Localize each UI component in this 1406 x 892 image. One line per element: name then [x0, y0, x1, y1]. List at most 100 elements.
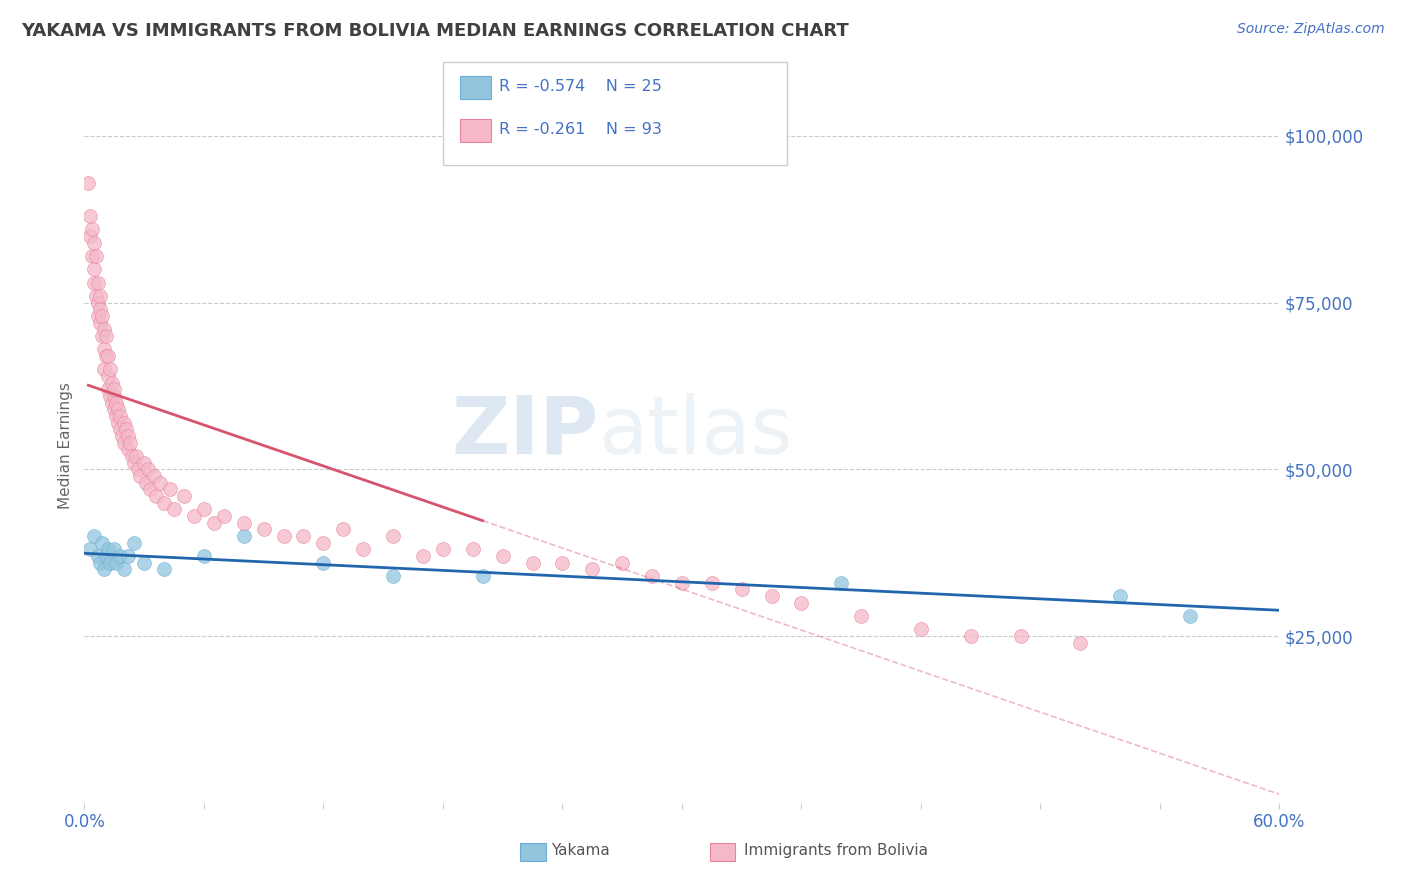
Point [910, 623, 932, 637]
Point [851, 609, 873, 624]
Point [117, 442, 139, 457]
Point [551, 556, 574, 570]
Point [101, 395, 124, 409]
Point [830, 575, 852, 590]
Point [82, 249, 104, 263]
Point [581, 562, 603, 576]
Point [173, 489, 195, 503]
Point [105, 556, 128, 570]
Point [77, 176, 100, 190]
Point [107, 402, 129, 417]
Point [79, 228, 101, 243]
Text: Yakama: Yakama [551, 844, 610, 858]
Point [163, 502, 186, 516]
Point [91, 309, 114, 323]
Point [332, 522, 354, 536]
Point [129, 469, 152, 483]
Point [183, 509, 205, 524]
Point [292, 529, 315, 543]
Point [117, 549, 139, 563]
Point [1010, 629, 1032, 643]
Point [105, 409, 128, 423]
Point [1178, 609, 1201, 624]
Point [87, 276, 110, 290]
Point [139, 483, 162, 497]
Point [91, 329, 114, 343]
Point [96, 349, 118, 363]
Point [193, 502, 215, 516]
Point [93, 362, 115, 376]
Point [202, 516, 225, 530]
Point [103, 402, 125, 417]
Point [136, 462, 159, 476]
Point [193, 549, 215, 563]
Point [312, 535, 335, 549]
Point [79, 209, 101, 223]
Point [89, 556, 111, 570]
Point [93, 562, 115, 576]
Point [143, 469, 166, 483]
Point [959, 629, 981, 643]
Point [89, 302, 111, 317]
Point [212, 509, 235, 524]
Point [132, 556, 156, 570]
Point [98, 362, 121, 376]
Text: Immigrants from Bolivia: Immigrants from Bolivia [744, 844, 928, 858]
Point [79, 542, 101, 557]
Point [153, 562, 176, 576]
Point [110, 549, 132, 563]
Point [149, 475, 172, 490]
Point [312, 556, 335, 570]
Point [96, 329, 118, 343]
Point [122, 456, 145, 470]
Point [110, 422, 132, 436]
Point [91, 535, 114, 549]
Point [492, 549, 515, 563]
Point [87, 295, 110, 310]
Point [101, 376, 124, 390]
Point [96, 549, 118, 563]
Point [107, 416, 129, 430]
Point [117, 429, 139, 443]
Y-axis label: Median Earnings: Median Earnings [58, 383, 73, 509]
Point [159, 483, 181, 497]
Point [232, 516, 254, 530]
Point [232, 529, 254, 543]
Point [121, 449, 143, 463]
Point [89, 289, 111, 303]
Point [641, 569, 664, 583]
Point [790, 596, 813, 610]
Point [97, 349, 120, 363]
Point [103, 542, 125, 557]
Point [98, 556, 121, 570]
Point [105, 395, 128, 409]
Point [471, 569, 494, 583]
Point [97, 542, 120, 557]
Point [461, 542, 484, 557]
Point [382, 529, 405, 543]
Point [98, 389, 121, 403]
Point [86, 249, 108, 263]
Point [352, 542, 374, 557]
Point [86, 289, 108, 303]
Point [145, 489, 167, 503]
Point [83, 235, 105, 250]
Point [761, 589, 783, 603]
Point [612, 556, 634, 570]
Point [412, 549, 434, 563]
Point [112, 416, 135, 430]
Point [87, 309, 110, 323]
Text: R = -0.261    N = 93: R = -0.261 N = 93 [499, 122, 662, 136]
Point [110, 409, 132, 423]
Point [135, 475, 157, 490]
Text: atlas: atlas [599, 392, 793, 471]
Text: R = -0.574    N = 25: R = -0.574 N = 25 [499, 79, 662, 94]
Point [97, 368, 120, 383]
Point [1069, 636, 1091, 650]
Text: ZIP: ZIP [451, 392, 599, 471]
Point [82, 222, 104, 236]
Point [120, 435, 142, 450]
Point [153, 496, 176, 510]
Point [111, 429, 134, 443]
Point [83, 276, 105, 290]
